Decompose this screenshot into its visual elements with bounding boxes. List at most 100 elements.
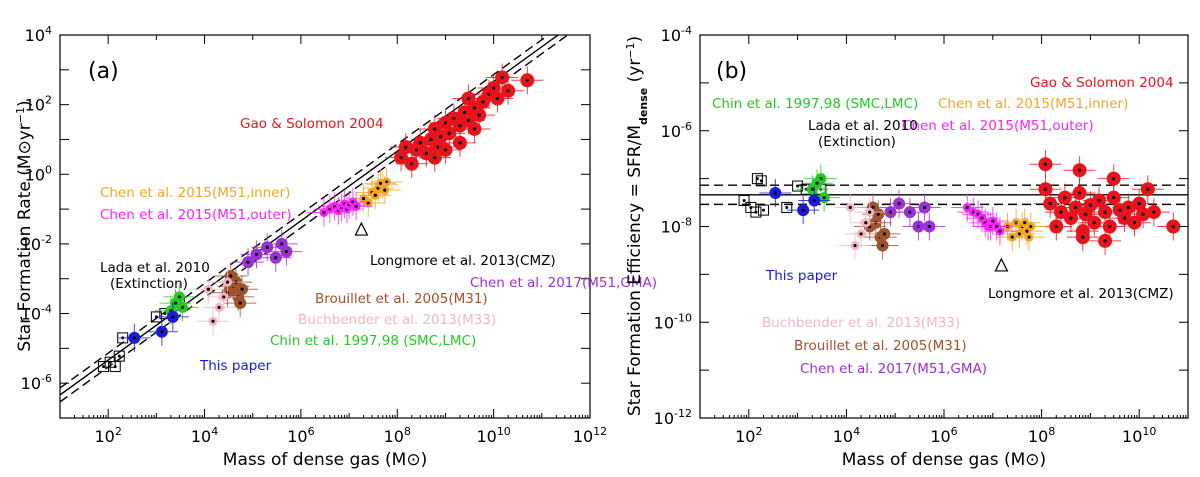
data-point-center xyxy=(472,127,477,131)
data-point-lada xyxy=(98,361,110,373)
data-point-center xyxy=(998,229,1002,233)
data-point-center xyxy=(284,250,289,254)
x-tick-label: 108 xyxy=(1028,425,1055,446)
data-point-center xyxy=(897,202,901,206)
data-point-center xyxy=(882,232,886,236)
data-point-center xyxy=(217,305,221,310)
data-point-center xyxy=(280,242,284,246)
data-point-center xyxy=(443,148,448,152)
data-point-center xyxy=(177,295,181,299)
data-point-lada xyxy=(113,350,125,362)
data-point-center xyxy=(1081,235,1085,239)
data-point-center xyxy=(492,86,496,90)
fit-line xyxy=(60,35,550,389)
data-point-center xyxy=(160,330,164,334)
data-point-lada xyxy=(781,201,793,213)
data-point-center xyxy=(927,224,931,229)
data-point-center xyxy=(1126,205,1130,210)
data-point-center xyxy=(378,181,383,185)
data-point-center xyxy=(922,205,927,210)
annotation: (Extinction) xyxy=(818,134,896,150)
data-point-center xyxy=(1048,202,1052,206)
data-point-center xyxy=(1025,229,1029,233)
data-point-center xyxy=(238,301,242,305)
data-point-lada xyxy=(757,204,769,216)
annotation: Brouillet et al. 2005(M31) xyxy=(315,291,488,307)
data-point-center xyxy=(113,365,117,369)
annotation: Chen et al. 2015(M51,outer) xyxy=(100,207,292,223)
annotation: Longmore et al. 2013(CMZ) xyxy=(370,253,556,269)
data-point-center xyxy=(477,113,481,117)
data-point-center xyxy=(1097,198,1101,203)
data-point-center xyxy=(173,301,178,305)
data-point-center xyxy=(211,319,215,323)
annotation: Longmore et al. 2013(CMZ) xyxy=(988,286,1174,302)
x-tick-label: 102 xyxy=(95,425,122,446)
data-point-center xyxy=(240,287,244,291)
data-point-center xyxy=(1077,191,1082,195)
x-tick-label: 104 xyxy=(191,425,218,446)
data-point-center xyxy=(1112,177,1116,181)
annotation: Chen et al. 2015(M51,inner) xyxy=(100,185,290,201)
y-tick-label: 100 xyxy=(25,163,52,184)
data-point-center xyxy=(801,208,805,212)
data-point-center xyxy=(466,96,471,101)
data-point-center xyxy=(859,232,863,236)
data-point-center xyxy=(410,162,414,166)
data-point-center xyxy=(1074,205,1078,210)
data-point-lada xyxy=(751,173,763,185)
y-tick-label: 10-8 xyxy=(661,216,692,237)
data-point-center xyxy=(154,315,158,319)
data-point-center xyxy=(1088,203,1092,207)
data-point-center xyxy=(761,208,765,212)
data-point-center xyxy=(452,116,456,121)
x-tick-label: 1010 xyxy=(476,425,510,446)
data-point-center xyxy=(853,243,857,248)
data-point-center xyxy=(206,287,210,291)
panel-b-x-label: Mass of dense gas (M⊙) xyxy=(842,450,1046,470)
data-point-center xyxy=(1043,187,1048,191)
data-point-center xyxy=(1059,210,1063,214)
annotation: Chen et al. 2017(M51,GMA) xyxy=(470,275,657,291)
data-point-center xyxy=(810,187,814,191)
annotation: This paper xyxy=(765,268,838,284)
panel-a-label: (a) xyxy=(88,59,119,84)
data-point-center xyxy=(354,204,358,208)
data-point-center xyxy=(1132,221,1137,225)
annotation: Chin et al. 1997,98 (SMC,LMC) xyxy=(270,333,476,349)
y-tick-label: 10-6 xyxy=(21,372,52,393)
data-point-center xyxy=(908,210,912,214)
data-point-center xyxy=(458,123,462,128)
panel-a-x-label: Mass of dense gas (M⊙) xyxy=(223,450,427,470)
panel-a-frame xyxy=(59,34,591,419)
data-point-center xyxy=(418,141,422,145)
data-point-center xyxy=(991,219,995,223)
data-point-center xyxy=(965,205,969,210)
y-tick-label: 102 xyxy=(25,94,52,115)
data-point-center xyxy=(458,141,462,145)
data-point-center xyxy=(1092,221,1096,225)
data-point-center xyxy=(254,252,259,256)
data-point-center xyxy=(1054,224,1058,229)
data-point-center xyxy=(229,274,233,278)
annotation: Gao & Solomon 2004 xyxy=(1030,75,1174,91)
data-point-center xyxy=(180,305,185,310)
data-point-center xyxy=(322,210,326,215)
data-point-center xyxy=(822,196,826,200)
x-tick-label: 1010 xyxy=(1122,425,1156,446)
data-point-center xyxy=(848,205,852,210)
x-tick-label: 1012 xyxy=(573,425,607,446)
y-tick-label: 10-2 xyxy=(21,233,52,254)
annotation: (Extinction) xyxy=(110,276,188,292)
data-point-center xyxy=(864,221,868,225)
data-point-center xyxy=(871,205,875,210)
annotation: This paper xyxy=(199,358,272,374)
data-point-center xyxy=(815,181,819,185)
data-point-center xyxy=(433,127,437,131)
data-point-center xyxy=(1017,232,1021,236)
annotation: Chin et al. 1997,98 (SMC,LMC) xyxy=(712,96,918,112)
data-point-center xyxy=(742,198,746,202)
data-point-center xyxy=(102,365,106,369)
data-point-center xyxy=(1077,168,1082,172)
